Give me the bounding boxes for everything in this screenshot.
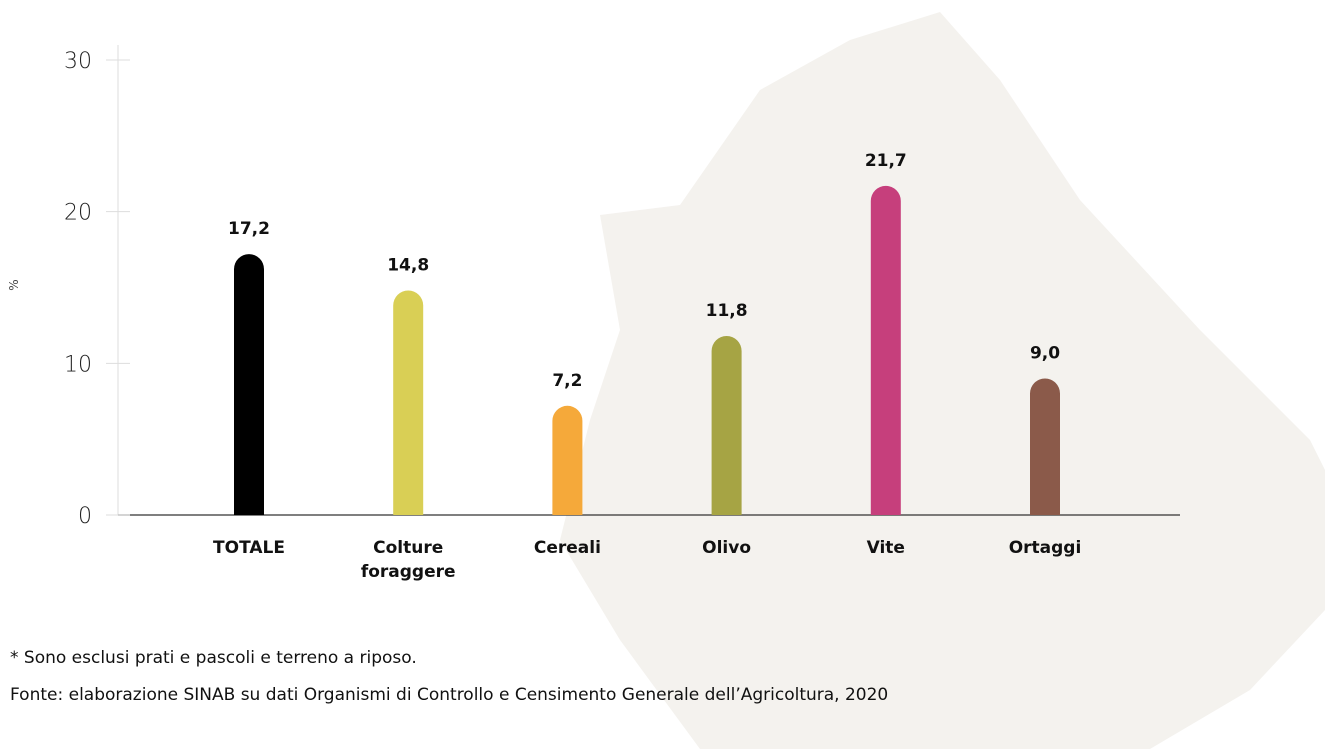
y-tick-label: 20	[64, 201, 92, 226]
bar	[1030, 378, 1061, 515]
x-tick-label: TOTALE	[213, 538, 285, 558]
footnote: Fonte: elaborazione SINAB su dati Organi…	[10, 685, 889, 705]
value-label: 9,0	[1030, 344, 1060, 364]
y-tick-label: 0	[78, 504, 92, 529]
bar	[393, 290, 424, 515]
bar	[234, 254, 264, 515]
x-tick-label: Olivo	[702, 538, 752, 558]
value-label: 14,8	[387, 256, 429, 276]
y-axis-label: %	[7, 279, 21, 290]
map-background	[560, 12, 1325, 749]
x-tick-label: Colture foraggere	[360, 538, 456, 582]
x-tick-label: Ortaggi	[1008, 538, 1082, 558]
footnote: * Sono esclusi prati e pascoli e terreno…	[10, 648, 417, 668]
x-tick-label: Cereali	[533, 538, 601, 558]
x-tick-label: Vite	[866, 538, 905, 558]
bar	[711, 336, 742, 515]
value-label: 21,7	[865, 151, 907, 171]
bar	[870, 185, 901, 515]
y-tick-label: 30	[64, 49, 92, 74]
value-label: 17,2	[228, 219, 270, 239]
y-tick-label: 10	[64, 352, 92, 377]
value-label: 11,8	[706, 301, 748, 321]
bar	[552, 405, 583, 515]
value-label: 7,2	[552, 371, 582, 391]
